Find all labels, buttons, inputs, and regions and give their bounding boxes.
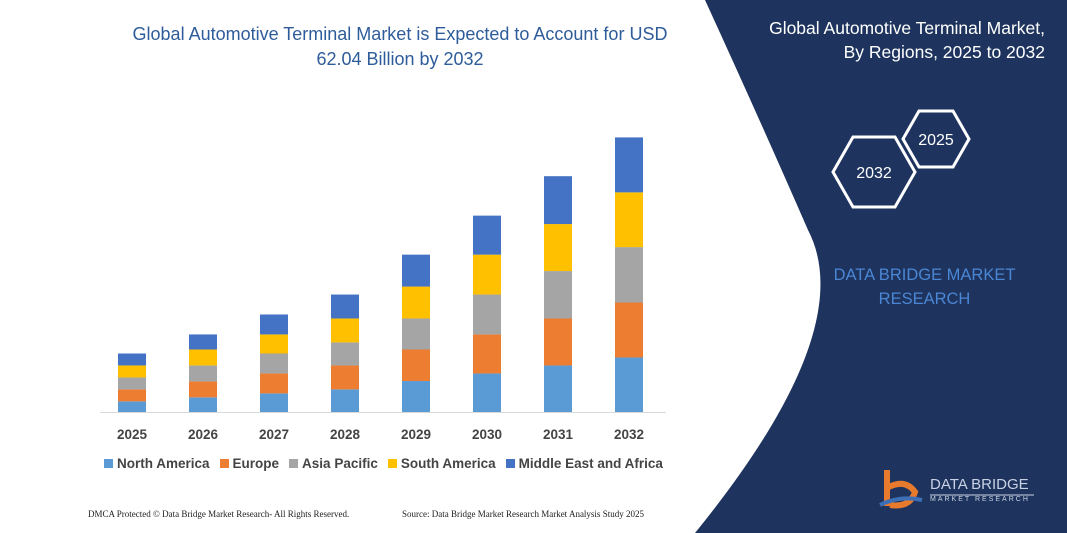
bar-segment-south-america-2027 xyxy=(260,334,288,354)
bar-segment-asia-pacific-2030 xyxy=(473,294,501,335)
bar-segment-asia-pacific-2031 xyxy=(544,271,572,319)
bar-segment-asia-pacific-2028 xyxy=(331,342,359,366)
hex-label-2025: 2025 xyxy=(918,132,954,149)
x-tick-label: 2025 xyxy=(117,427,148,442)
bar-segment-europe-2030 xyxy=(473,334,501,374)
bar-segment-south-america-2031 xyxy=(544,224,572,272)
bar-segment-north-america-2031 xyxy=(544,365,572,412)
bar-segment-europe-2028 xyxy=(331,365,359,390)
legend-item: South America xyxy=(387,456,496,471)
bar-segment-europe-2026 xyxy=(189,381,217,398)
bar-segment-europe-2027 xyxy=(260,373,288,394)
legend: North America Europe Asia Pacific South Ame… xyxy=(104,456,663,471)
bar-segment-south-america-2029 xyxy=(402,286,430,319)
bar-segment-asia-pacific-2032 xyxy=(615,247,643,303)
legend-swatch xyxy=(104,459,113,468)
legend-item: Europe xyxy=(219,456,280,471)
x-tick-label: 2030 xyxy=(472,427,502,442)
legend-swatch xyxy=(289,459,299,468)
bar-segment-europe-2032 xyxy=(615,302,643,358)
bar-segment-south-america-2026 xyxy=(189,349,217,366)
legend-swatch xyxy=(219,459,229,468)
hex-label-2032: 2032 xyxy=(856,165,892,182)
x-tick-label: 2027 xyxy=(259,427,289,442)
x-tick-label: 2029 xyxy=(401,427,431,442)
legend-item: North America xyxy=(104,456,210,471)
panel-title-line-1: Global Automotive Terminal Market, xyxy=(769,18,1045,38)
bar-segment-asia-pacific-2025 xyxy=(118,377,146,390)
bar-segment-middle-east-and-africa-2028 xyxy=(331,294,359,319)
bar-segment-europe-2025 xyxy=(118,389,146,402)
hexagon-2025 xyxy=(901,109,971,169)
bar-segment-south-america-2028 xyxy=(331,318,359,343)
legend-item: Asia Pacific xyxy=(289,456,378,471)
x-tick-label: 2028 xyxy=(330,427,361,442)
legend-label: Europe xyxy=(232,456,280,471)
legend-label: Middle East and Africa xyxy=(518,456,663,471)
footer-copyright: DMCA Protected © Data Bridge Market Rese… xyxy=(88,509,350,519)
panel-title: Global Automotive Terminal Market, By Re… xyxy=(715,16,1045,64)
legend-swatch xyxy=(387,459,397,468)
legend-item: Middle East and Africa xyxy=(505,456,663,471)
logo-line-2: MARKET RESEARCH xyxy=(930,496,1030,503)
bar-segment-north-america-2027 xyxy=(260,393,288,412)
legend-swatch xyxy=(505,459,515,468)
bar-segment-middle-east-and-africa-2029 xyxy=(402,254,430,287)
logo-text: DATA BRIDGE MARKET RESEARCH xyxy=(930,476,1030,503)
x-tick-label: 2026 xyxy=(188,427,219,442)
title-line-2: 62.04 Billion by 2032 xyxy=(316,49,484,69)
bar-segment-north-america-2026 xyxy=(189,397,217,412)
bar-segment-middle-east-and-africa-2031 xyxy=(544,176,572,225)
bar-segment-asia-pacific-2027 xyxy=(260,353,288,374)
panel-title-line-2: By Regions, 2025 to 2032 xyxy=(843,42,1045,62)
legend-label: South America xyxy=(400,456,496,471)
stacked-bar-chart: 2025 2026 2027 2028 2029 2030 2031 2032 xyxy=(100,137,666,442)
legend-label: North America xyxy=(117,456,210,471)
right-panel xyxy=(695,0,1067,533)
bar-segment-europe-2029 xyxy=(402,349,430,381)
bar-segment-middle-east-and-africa-2025 xyxy=(118,353,146,366)
bar-segment-south-america-2025 xyxy=(118,365,146,378)
bar-segment-north-america-2025 xyxy=(118,401,146,412)
chart-title: Global Automotive Terminal Market is Exp… xyxy=(100,22,700,72)
bar-segment-north-america-2029 xyxy=(402,380,430,412)
bar-segment-asia-pacific-2029 xyxy=(402,318,430,350)
bar-segment-middle-east-and-africa-2032 xyxy=(615,137,643,193)
bar-segment-asia-pacific-2026 xyxy=(189,365,217,382)
x-tick-label: 2032 xyxy=(614,427,644,442)
bar-segment-middle-east-and-africa-2026 xyxy=(189,334,217,350)
bar-segment-middle-east-and-africa-2030 xyxy=(473,215,501,255)
brand-line-1: DATA BRIDGE MARKET xyxy=(833,266,1016,284)
bar-segment-south-america-2032 xyxy=(615,192,643,248)
bar-segment-south-america-2030 xyxy=(473,254,501,295)
bar-segment-europe-2031 xyxy=(544,318,572,366)
bar-segment-north-america-2028 xyxy=(331,389,359,412)
bar-segment-middle-east-and-africa-2027 xyxy=(260,314,288,335)
brand-text: DATA BRIDGE MARKET RESEARCH xyxy=(812,263,1037,311)
brand-line-2: RESEARCH xyxy=(878,290,971,308)
x-tick-label: 2031 xyxy=(543,427,574,442)
logo-line-1: DATA BRIDGE xyxy=(930,476,1029,493)
logo-icon xyxy=(879,470,923,509)
title-line-1: Global Automotive Terminal Market is Exp… xyxy=(132,24,668,44)
footer-source: Source: Data Bridge Market Research Mark… xyxy=(402,509,644,519)
bar-segment-north-america-2030 xyxy=(473,373,501,412)
legend-label: Asia Pacific xyxy=(302,456,378,471)
bar-segment-north-america-2032 xyxy=(615,357,643,412)
hexagon-2032 xyxy=(831,135,917,209)
